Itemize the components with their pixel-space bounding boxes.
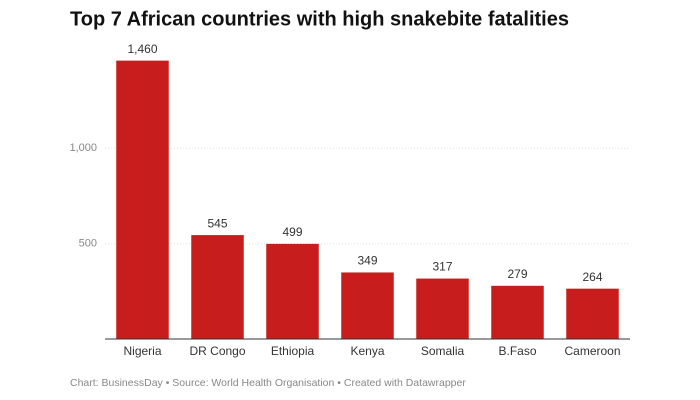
x-tick-label: Somalia	[421, 344, 465, 358]
x-tick-label: Kenya	[350, 344, 384, 358]
value-label: 1,460	[127, 42, 157, 56]
bar	[416, 278, 469, 339]
value-label: 349	[357, 254, 377, 268]
value-label: 545	[207, 216, 227, 230]
bar	[266, 243, 319, 339]
chart-title: Top 7 African countries with high snakeb…	[70, 8, 569, 30]
value-label: 279	[507, 267, 527, 281]
value-label: 499	[282, 225, 302, 239]
x-tick-label: DR Congo	[189, 344, 245, 358]
value-label: 317	[432, 260, 452, 274]
chart-footer: Chart: BusinessDay • Source: World Healt…	[70, 377, 466, 389]
bar	[341, 272, 394, 339]
x-tick-label: B.Faso	[498, 344, 536, 358]
value-label: 264	[582, 270, 602, 284]
bar	[491, 285, 544, 339]
bar	[191, 235, 244, 339]
bar	[566, 288, 619, 339]
x-tick-label: Cameroon	[564, 344, 620, 358]
y-tick-label: 1,000	[69, 142, 97, 154]
y-tick-label: 500	[79, 238, 97, 250]
x-tick-label: Nigeria	[123, 344, 161, 358]
x-tick-label: Ethiopia	[271, 344, 315, 358]
bar	[116, 60, 169, 339]
